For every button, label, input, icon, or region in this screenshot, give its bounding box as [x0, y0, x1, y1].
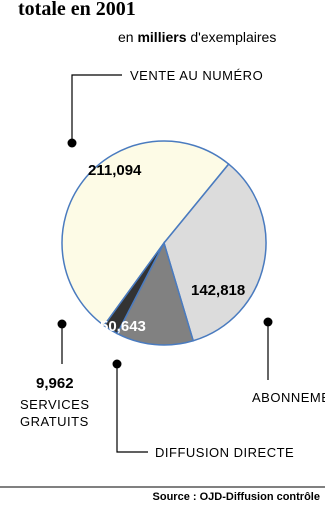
pie-slice — [116, 241, 195, 346]
value-label: 50,643 — [100, 318, 146, 335]
chart-title: totale en 2001 — [18, 0, 136, 20]
callout-dot — [263, 317, 273, 327]
callout — [71, 74, 122, 143]
category-label: ABONNEMENTS — [252, 390, 325, 405]
subtitle-part: d'exemplaires — [190, 29, 276, 45]
category-label: GRATUITS — [20, 414, 89, 429]
category-label: SERVICES — [20, 397, 90, 412]
pie-slice — [163, 163, 267, 342]
pie-slice — [102, 242, 165, 335]
pie — [61, 140, 267, 346]
callout-dot — [67, 138, 77, 148]
value-label: 211,094 — [88, 162, 142, 179]
callout — [116, 364, 148, 453]
category-label: DIFFUSION DIRECTE — [155, 445, 294, 460]
source: Source : OJD-Diffusion contrôle — [153, 491, 320, 503]
callout-dot — [57, 319, 67, 329]
subtitle-part: en — [118, 29, 134, 45]
pie-slice — [61, 140, 230, 327]
category-label: VENTE AU NUMÉRO — [130, 68, 263, 83]
value-label: 142,818 — [191, 282, 245, 299]
subtitle: en milliers d'exemplaires — [118, 29, 276, 45]
subtitle-part: milliers — [137, 29, 186, 45]
value-label: 9,962 — [36, 375, 74, 392]
callout-dot — [112, 359, 122, 369]
